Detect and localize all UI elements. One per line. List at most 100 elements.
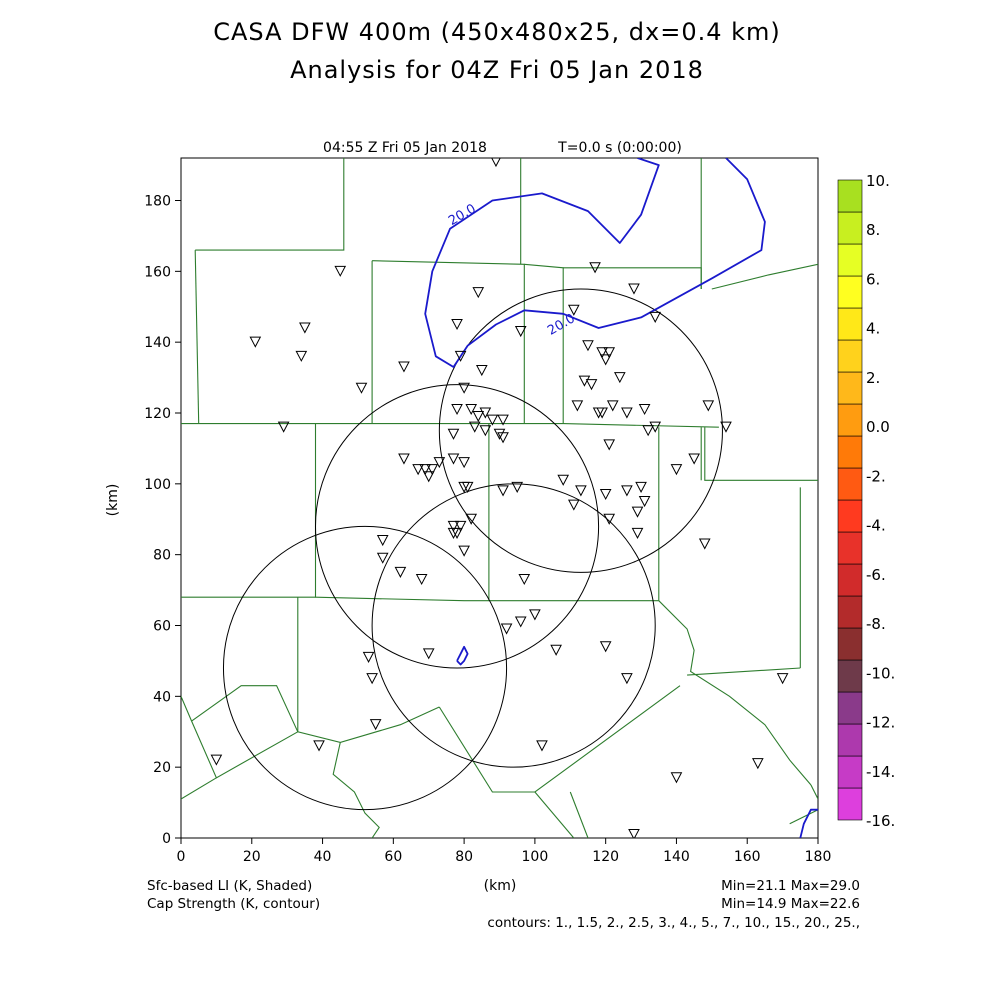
station-marker-22 (585, 379, 598, 391)
station-marker-13 (567, 304, 580, 316)
colorbar-label-5: 0.0 (866, 418, 890, 436)
station-marker-10 (458, 382, 470, 394)
station-marker-43 (649, 421, 662, 433)
station-marker-73 (376, 552, 389, 564)
station-marker-74 (394, 566, 407, 578)
station-marker-78 (603, 513, 616, 525)
colorbar-swatch-19 (837, 179, 863, 213)
plot-frame (180, 157, 819, 839)
y-tick-label-2: 40 (153, 689, 171, 705)
station-marker-4 (295, 350, 308, 362)
radar-ring-3 (371, 483, 656, 768)
county-boundary-13 (315, 596, 659, 602)
station-marker-37 (479, 425, 492, 437)
station-marker-58 (511, 481, 524, 493)
station-marker-59 (557, 474, 570, 486)
colorbar-swatch-1 (837, 755, 863, 789)
station-marker-56 (461, 481, 474, 493)
station-marker-68 (465, 513, 478, 525)
station-marker-20 (599, 354, 612, 366)
radar-ring-1 (314, 384, 600, 669)
radar-ring-0 (222, 525, 508, 811)
station-marker-17 (582, 340, 594, 352)
station-marker-27 (596, 407, 608, 419)
station-marker-45 (720, 421, 732, 433)
station-marker-83 (529, 609, 541, 621)
model-time: T=0.0 s (0:00:00) (557, 140, 682, 156)
colorbar-label-1: 8. (866, 221, 880, 239)
station-marker-76 (518, 573, 531, 586)
colorbar-label-7: -4. (866, 517, 886, 535)
station-marker-84 (514, 616, 527, 628)
colorbar-label-10: -10. (866, 664, 895, 682)
x-tick-label-5: 100 (522, 849, 549, 865)
y-tick-label-3: 60 (153, 619, 171, 635)
colorbar-swatch-17 (837, 243, 863, 277)
colorbar-swatch-8 (837, 531, 863, 565)
x-tick-label-7: 140 (663, 849, 690, 865)
station-marker-67 (454, 520, 467, 532)
station-marker-93 (313, 740, 325, 752)
cap-strength-contours (424, 158, 818, 838)
colorbar-swatch-6 (837, 595, 863, 629)
colorbar-label-9: -8. (866, 615, 886, 633)
county-boundary-25 (534, 791, 575, 838)
station-marker-30 (451, 403, 463, 416)
colorbar-swatch-2 (837, 723, 863, 757)
contour-field-label: Cap Strength (K, contour) (147, 896, 320, 912)
y-tick-label-4: 80 (153, 548, 171, 564)
colorbar-swatch-15 (837, 307, 863, 341)
station-marker-0 (491, 158, 501, 168)
station-marker-6 (277, 421, 290, 433)
chart-subtitle: Analysis for 04Z Fri 05 Jan 2018 (290, 56, 704, 84)
county-boundary-24 (332, 742, 380, 838)
colorbar-swatch-16 (837, 275, 863, 309)
station-marker-3 (299, 322, 311, 334)
station-marker-28 (621, 407, 633, 419)
station-marker-39 (497, 432, 509, 444)
colorbar-label-11: -12. (866, 714, 895, 732)
station-marker-96 (752, 758, 764, 770)
y-axis-label: (km) (105, 484, 121, 517)
x-tick-label-2: 40 (314, 849, 332, 865)
station-marker-54 (422, 471, 435, 483)
station-marker-32 (472, 411, 485, 423)
colorbar-swatch-5 (837, 627, 863, 661)
station-marker-7 (472, 287, 485, 299)
contour-line-2 (799, 808, 818, 838)
station-marker-31 (465, 403, 478, 416)
x-tick-label-9: 180 (805, 849, 832, 865)
station-marker-52 (447, 453, 460, 465)
contour-levels: contours: 1., 1.5, 2., 2.5, 3., 4., 5., … (487, 915, 860, 931)
plot-area: 20.020.0 (180, 157, 819, 839)
x-tick-label-3: 60 (384, 849, 402, 865)
chart-title: CASA DFW 400m (450x480x25, dx=0.4 km) (213, 18, 781, 46)
colorbar-swatch-9 (837, 499, 863, 533)
colorbar-swatch-4 (837, 659, 863, 693)
station-marker-89 (621, 673, 633, 685)
station-marker-65 (688, 453, 700, 465)
station-marker-1 (334, 265, 347, 277)
colorbar-label-4: 2. (866, 369, 880, 387)
station-marker-18 (596, 347, 608, 359)
station-marker-34 (486, 414, 499, 426)
station-markers (210, 158, 789, 838)
colorbar-swatch-7 (837, 563, 863, 597)
station-marker-33 (479, 407, 492, 419)
y-tick-label-5: 100 (144, 477, 171, 493)
station-marker-57 (497, 485, 509, 497)
x-tick-label-6: 120 (592, 849, 619, 865)
county-boundary-11 (704, 427, 818, 481)
station-marker-81 (631, 527, 644, 539)
contour-line-0 (424, 158, 766, 368)
station-marker-29 (638, 403, 651, 416)
station-marker-19 (603, 347, 616, 359)
station-marker-53 (458, 457, 470, 469)
contour-line-1 (456, 645, 469, 666)
county-boundary-26 (569, 791, 589, 838)
colorbar-label-13: -16. (866, 812, 895, 830)
station-marker-75 (415, 573, 428, 586)
station-marker-44 (702, 400, 715, 412)
colorbar-label-12: -14. (866, 763, 895, 781)
station-marker-80 (638, 496, 651, 508)
